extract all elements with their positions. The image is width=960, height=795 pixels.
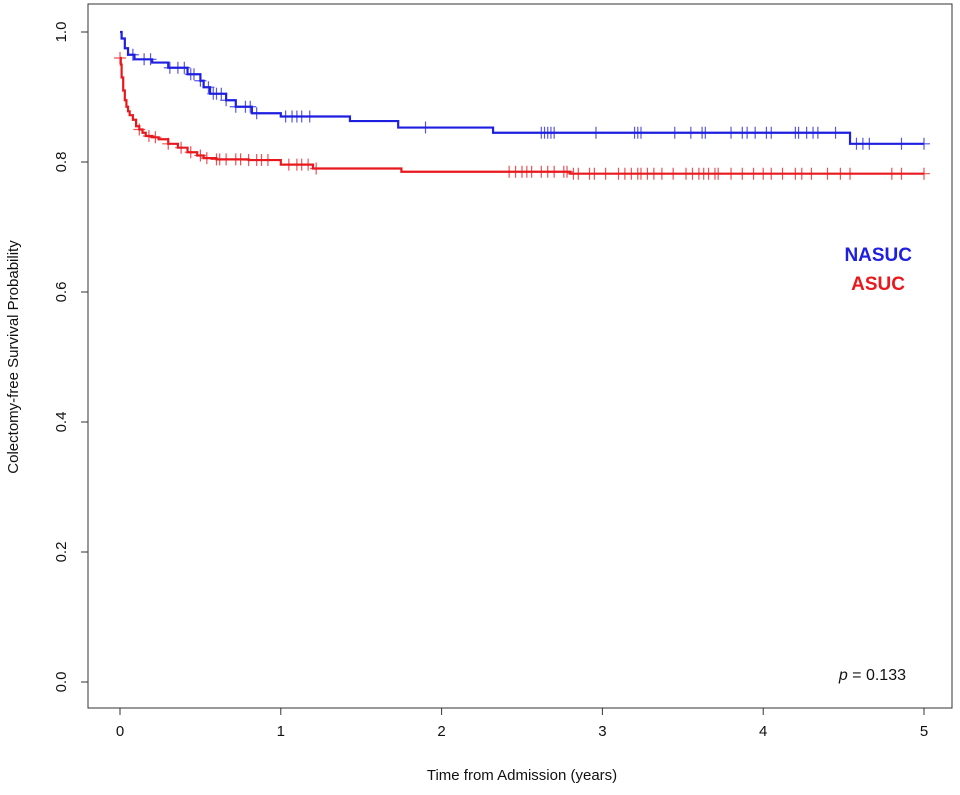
x-tick-label: 2 [437, 723, 445, 740]
censor-mark-asuc [588, 167, 601, 180]
x-tick-label: 0 [116, 723, 124, 740]
y-tick-label: 0.2 [53, 542, 70, 563]
censor-mark-nasuc [918, 137, 930, 150]
censor-mark-asuc [765, 167, 778, 180]
x-tick-label: 1 [277, 723, 285, 740]
censor-mark-nasuc [144, 53, 157, 66]
censor-mark-nasuc [634, 126, 647, 139]
censor-mark-asuc [776, 167, 789, 180]
censor-mark-nasuc [895, 137, 908, 150]
p-value-text: = 0.133 [848, 667, 906, 684]
censor-mark-nasuc [250, 107, 263, 120]
y-tick-label: 0.6 [53, 282, 70, 303]
censor-marks-nasuc [126, 48, 930, 150]
censor-mark-asuc [142, 130, 155, 142]
censor-mark-nasuc [202, 81, 215, 94]
censor-mark-nasuc [749, 126, 762, 139]
censor-mark-asuc [175, 141, 188, 154]
censor-mark-asuc [184, 146, 197, 159]
legend-nasuc: NASUC [844, 245, 912, 266]
p-value-annotation: p = 0.133 [838, 667, 906, 684]
censor-mark-nasuc [215, 87, 228, 100]
censor-mark-asuc [561, 165, 574, 178]
censor-mark-nasuc [684, 126, 697, 139]
censor-mark-asuc [194, 149, 207, 162]
censor-mark-asuc [302, 158, 315, 171]
censor-mark-asuc [310, 162, 323, 175]
x-axis-title: Time from Admission (years) [427, 767, 617, 784]
censor-mark-asuc [725, 167, 738, 180]
censor-mark-asuc [736, 167, 749, 180]
censor-mark-nasuc [725, 126, 738, 139]
censor-mark-nasuc [668, 126, 681, 139]
censor-mark-nasuc [765, 126, 778, 139]
censor-mark-nasuc [589, 126, 602, 139]
censor-mark-asuc [133, 123, 146, 136]
censor-mark-asuc [655, 167, 668, 180]
censor-mark-asuc [234, 153, 247, 166]
censor-mark-nasuc [194, 74, 207, 87]
censor-mark-asuc [712, 167, 725, 180]
y-tick-label: 0.0 [53, 672, 70, 693]
censor-mark-asuc [821, 167, 834, 180]
censor-mark-nasuc [699, 126, 712, 139]
curve-nasuc [120, 30, 924, 145]
plot-frame [87, 3, 953, 709]
censor-mark-nasuc [220, 94, 233, 107]
censor-mark-nasuc [548, 126, 561, 139]
censor-mark-asuc [895, 167, 908, 180]
censor-mark-asuc [667, 167, 680, 180]
y-axis-title: Colectomy-free Survival Probability [5, 240, 22, 474]
censor-mark-asuc [261, 154, 274, 167]
x-tick-label: 4 [759, 723, 767, 740]
x-tick-label: 5 [920, 723, 928, 740]
censor-mark-asuc [162, 137, 175, 150]
censor-mark-nasuc [829, 126, 842, 139]
censor-mark-asuc [149, 131, 162, 144]
censor-marks-asuc [114, 52, 930, 180]
legend-asuc: ASUC [851, 274, 905, 295]
censor-mark-nasuc [244, 100, 257, 113]
censor-mark-nasuc [303, 110, 316, 123]
censor-mark-nasuc [178, 61, 191, 74]
censor-mark-asuc [918, 167, 930, 180]
censor-mark-nasuc [126, 48, 139, 61]
y-tick-label: 0.8 [53, 152, 70, 173]
censor-mark-asuc [844, 167, 857, 180]
censor-mark-asuc [200, 152, 213, 165]
censor-mark-asuc [599, 167, 612, 180]
y-tick-label: 1.0 [53, 22, 70, 43]
x-tick-label: 3 [598, 723, 606, 740]
censor-mark-asuc [805, 167, 818, 180]
censor-mark-asuc [114, 52, 126, 64]
censor-mark-nasuc [187, 68, 200, 81]
censor-mark-nasuc [863, 137, 876, 150]
y-tick-label: 0.4 [53, 412, 70, 433]
censor-mark-nasuc [419, 121, 432, 134]
censor-mark-asuc [572, 167, 585, 180]
p-value-symbol: p [838, 667, 848, 684]
censor-mark-nasuc [811, 126, 824, 139]
